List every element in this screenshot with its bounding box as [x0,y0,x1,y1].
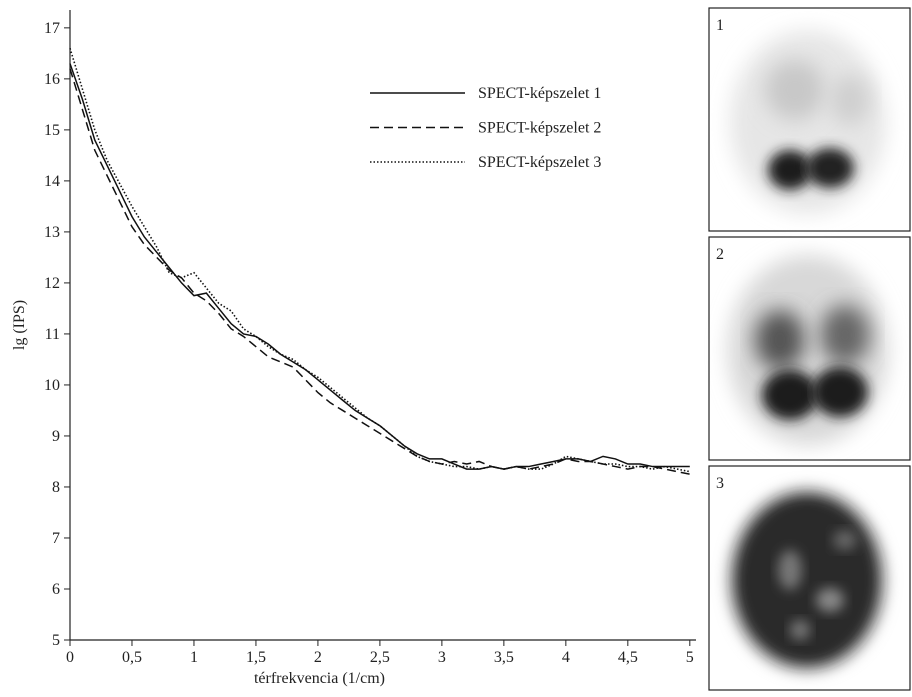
x-tick-label: 0,5 [122,649,142,666]
y-tick-label: 6 [52,581,60,598]
legend-label: SPECT-képszelet 3 [478,154,601,171]
data-line [69,68,690,475]
x-axis-label: térfrekvencia (1/cm) [254,670,385,687]
x-tick-label: 3 [438,649,446,666]
y-tick-label: 11 [45,326,60,343]
panel-label: 3 [716,475,724,492]
image-panel [708,236,911,461]
x-tick-label: 4 [562,649,570,666]
image-panel [708,7,911,232]
y-tick-label: 15 [44,122,60,139]
x-tick-label: 4,5 [618,649,638,666]
x-tick-label: 2 [314,649,322,666]
panel-label: 1 [716,17,724,34]
y-tick-label: 17 [44,20,60,37]
data-line [69,48,690,473]
x-tick-label: 0 [66,649,74,666]
y-tick-label: 7 [52,530,60,547]
y-tick-label: 8 [52,479,60,496]
x-tick-label: 1 [190,649,198,666]
image-panel [708,465,911,691]
x-tick-label: 5 [686,649,694,666]
y-tick-label: 10 [44,377,60,394]
panel-label: 2 [716,246,724,263]
y-tick-label: 13 [44,224,60,241]
y-tick-label: 9 [52,428,60,445]
y-tick-label: 16 [44,71,60,88]
y-axis-label: lg (IPS) [11,300,28,350]
x-tick-label: 3,5 [494,649,514,666]
x-tick-label: 2,5 [370,649,390,666]
legend-label: SPECT-képszelet 1 [478,85,601,102]
x-tick-label: 1,5 [246,649,266,666]
y-tick-label: 12 [44,275,60,292]
legend-label: SPECT-képszelet 2 [478,120,601,137]
y-tick-label: 14 [44,173,60,190]
y-tick-label: 5 [52,632,60,649]
